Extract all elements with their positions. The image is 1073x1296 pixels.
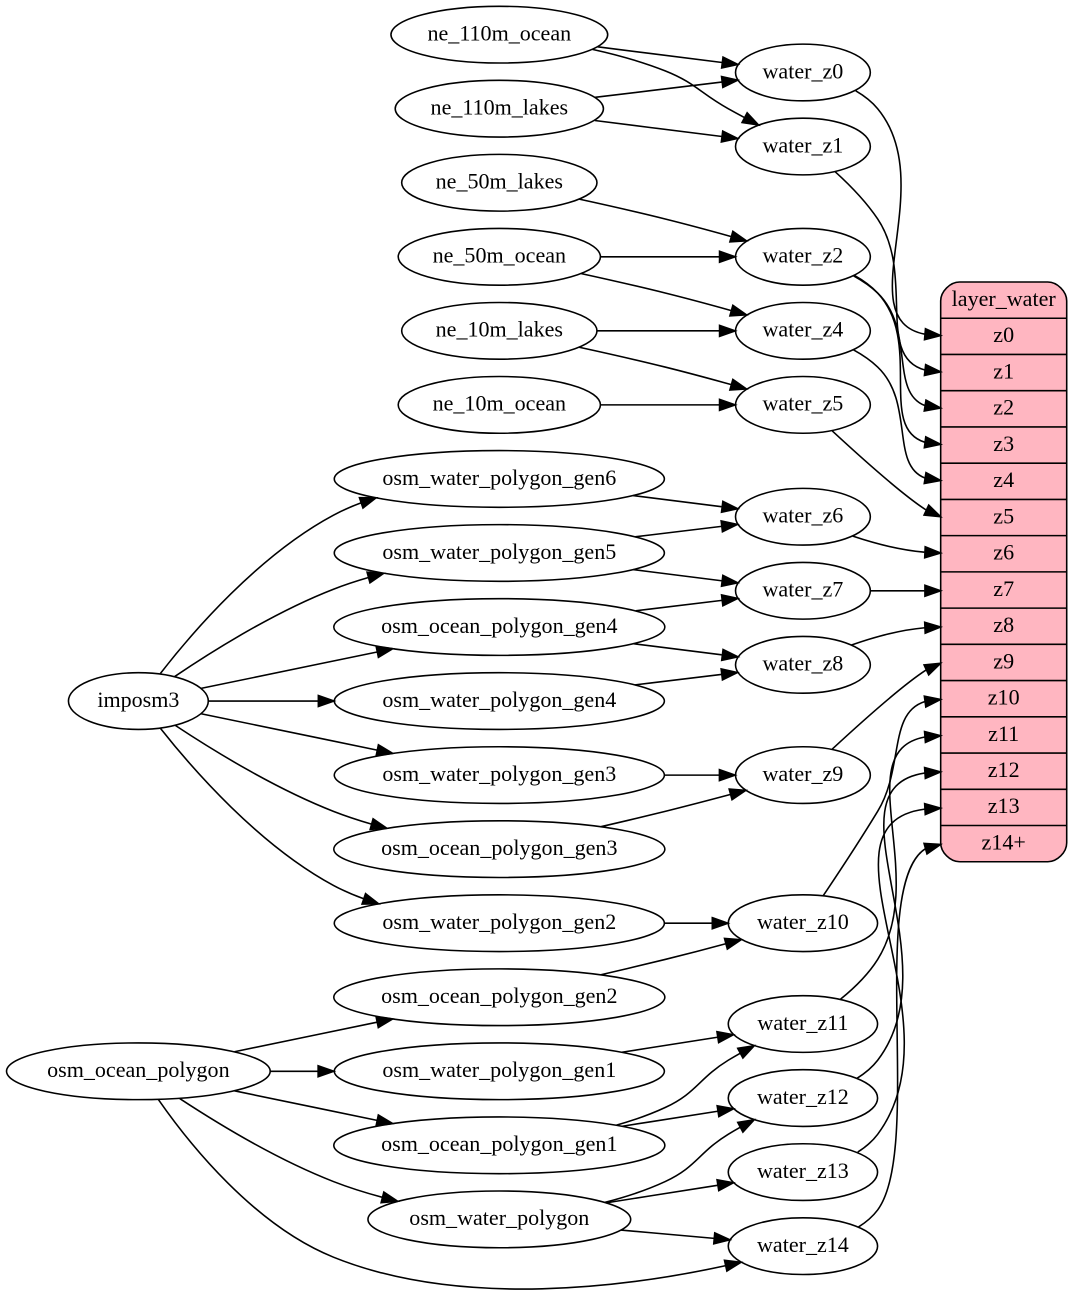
svg-text:water_z11: water_z11 <box>757 1010 848 1035</box>
svg-text:water_z12: water_z12 <box>757 1084 849 1109</box>
svg-text:osm_ocean_polygon: osm_ocean_polygon <box>47 1057 229 1082</box>
svg-text:z8: z8 <box>993 612 1014 637</box>
svg-text:ne_10m_ocean: ne_10m_ocean <box>433 391 566 416</box>
svg-text:z4: z4 <box>993 467 1014 492</box>
svg-text:water_z10: water_z10 <box>757 909 849 934</box>
svg-text:osm_ocean_polygon_gen1: osm_ocean_polygon_gen1 <box>381 1131 617 1156</box>
svg-text:water_z14: water_z14 <box>757 1232 849 1257</box>
svg-text:water_z4: water_z4 <box>763 317 844 342</box>
svg-text:z1: z1 <box>993 358 1014 383</box>
svg-text:z13: z13 <box>988 793 1020 818</box>
svg-text:water_z13: water_z13 <box>757 1158 849 1183</box>
svg-text:z3: z3 <box>993 431 1014 456</box>
svg-text:water_z0: water_z0 <box>763 58 844 83</box>
svg-text:z0: z0 <box>993 322 1014 347</box>
svg-text:z9: z9 <box>993 648 1014 673</box>
svg-text:osm_water_polygon_gen3: osm_water_polygon_gen3 <box>382 761 616 786</box>
svg-text:ne_110m_ocean: ne_110m_ocean <box>427 20 571 45</box>
svg-text:water_z2: water_z2 <box>763 243 844 268</box>
svg-text:osm_water_polygon_gen4: osm_water_polygon_gen4 <box>382 687 616 712</box>
svg-text:osm_ocean_polygon_gen3: osm_ocean_polygon_gen3 <box>381 835 617 860</box>
svg-text:z7: z7 <box>993 576 1014 601</box>
svg-text:osm_water_polygon: osm_water_polygon <box>409 1205 589 1230</box>
svg-text:ne_50m_lakes: ne_50m_lakes <box>436 169 563 194</box>
svg-text:z12: z12 <box>988 757 1020 782</box>
svg-text:osm_ocean_polygon_gen4: osm_ocean_polygon_gen4 <box>381 613 617 638</box>
svg-text:water_z6: water_z6 <box>763 503 844 528</box>
svg-text:water_z7: water_z7 <box>763 577 844 602</box>
svg-text:z11: z11 <box>988 721 1019 746</box>
svg-text:osm_ocean_polygon_gen2: osm_ocean_polygon_gen2 <box>381 983 617 1008</box>
svg-text:z2: z2 <box>993 395 1014 420</box>
svg-text:z6: z6 <box>993 540 1014 565</box>
svg-text:ne_50m_ocean: ne_50m_ocean <box>433 243 566 268</box>
svg-text:ne_10m_lakes: ne_10m_lakes <box>436 317 563 342</box>
svg-text:water_z1: water_z1 <box>763 132 844 157</box>
svg-text:z14+: z14+ <box>982 829 1026 854</box>
svg-text:layer_water: layer_water <box>952 286 1057 311</box>
svg-text:water_z9: water_z9 <box>763 761 844 786</box>
svg-text:osm_water_polygon_gen2: osm_water_polygon_gen2 <box>382 909 616 934</box>
svg-text:osm_water_polygon_gen6: osm_water_polygon_gen6 <box>382 465 616 490</box>
svg-text:z5: z5 <box>993 503 1014 528</box>
svg-text:water_z8: water_z8 <box>763 651 844 676</box>
svg-text:water_z5: water_z5 <box>763 391 844 416</box>
svg-text:osm_water_polygon_gen5: osm_water_polygon_gen5 <box>382 539 616 564</box>
svg-text:z10: z10 <box>988 685 1020 710</box>
svg-text:imposm3: imposm3 <box>97 687 179 712</box>
svg-text:ne_110m_lakes: ne_110m_lakes <box>431 95 569 120</box>
svg-text:osm_water_polygon_gen1: osm_water_polygon_gen1 <box>382 1057 616 1082</box>
